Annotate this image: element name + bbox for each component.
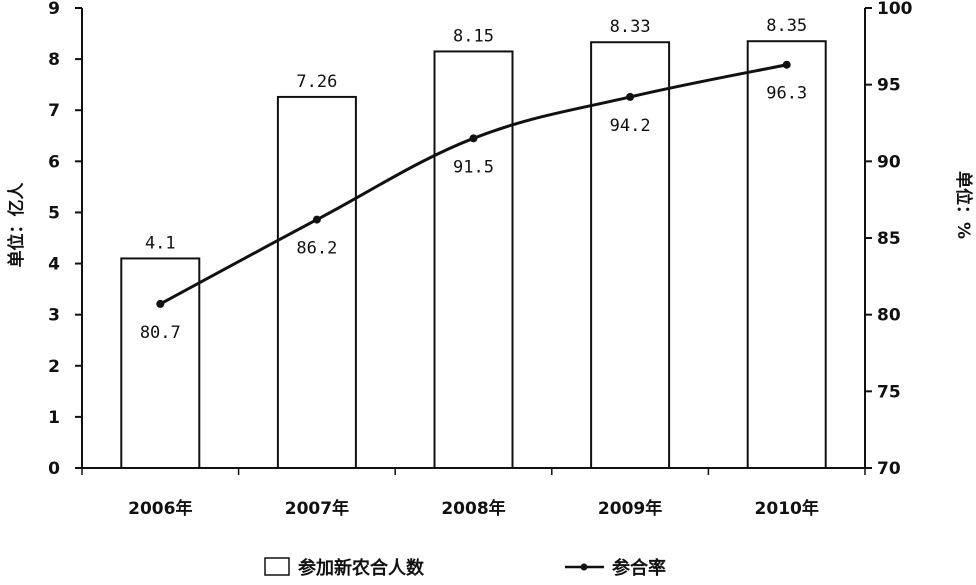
right-axis-tick-label: 70	[877, 459, 901, 479]
left-axis-tick-label: 9	[48, 0, 60, 19]
bar	[120, 257, 201, 470]
legend-line-label: 参合率	[612, 557, 666, 579]
line-point	[782, 60, 791, 69]
bar-data-label: 8.33	[610, 17, 651, 37]
legend-line-marker	[580, 563, 588, 571]
line-data-label: 94.2	[610, 116, 651, 136]
right-axis-tick-label: 90	[877, 152, 901, 172]
x-axis-tick-label: 2010年	[755, 498, 819, 519]
left-axis-tick-label: 0	[48, 459, 60, 479]
bar	[433, 50, 514, 469]
line-data-label: 80.7	[140, 323, 181, 343]
legend-bar-swatch	[264, 557, 290, 576]
bar-data-label: 8.35	[766, 16, 807, 36]
left-axis-tick-label: 4	[48, 255, 60, 275]
line-point	[469, 134, 478, 143]
line-series	[156, 60, 791, 308]
data-labels: 4.1 7.26 8.15 8.33 8.35 80.7 86.2 91.5 94.2 96.3	[140, 16, 807, 343]
bar-data-label: 7.26	[296, 72, 337, 92]
legend: 参加新农合人数 参合率	[264, 557, 666, 579]
line-point	[626, 92, 635, 101]
legend-bar-label: 参加新农合人数	[298, 557, 425, 579]
x-axis-tick-label: 2008年	[441, 498, 505, 519]
right-axis-tick-label: 85	[877, 229, 901, 249]
bar-data-label: 4.1	[145, 233, 176, 253]
x-axis-tick-label: 2006年	[128, 498, 192, 519]
line-point	[312, 215, 321, 224]
bar	[590, 41, 671, 469]
x-axis-tick-label: 2009年	[598, 498, 662, 519]
right-axis-tick-label: 80	[877, 306, 901, 326]
x-axis-tick-label: 2007年	[285, 498, 349, 519]
right-axis-tick-label: 95	[877, 76, 901, 96]
line-data-label: 86.2	[296, 239, 337, 259]
bar-data-label: 8.15	[453, 26, 494, 46]
line-data-label: 91.5	[453, 157, 494, 177]
left-axis-tick-label: 7	[48, 101, 60, 121]
line-point	[156, 299, 165, 308]
line-data-label: 96.3	[766, 84, 807, 104]
right-axis-tick-label: 75	[877, 382, 901, 402]
left-axis-tick-label: 1	[48, 408, 60, 428]
axes: 0 1 2 3 4 5 6 7 8 9 70 75 80 85 90 95 100 2006年 2007年 2008年…	[48, 0, 913, 519]
left-axis-tick-label: 6	[48, 152, 60, 172]
bar	[276, 95, 357, 470]
right-axis-tick-label: 100	[877, 0, 913, 19]
left-axis-tick-label: 5	[48, 203, 60, 223]
left-axis-tick-label: 3	[48, 306, 60, 326]
left-axis-tick-label: 8	[48, 50, 60, 70]
bar-series	[120, 40, 827, 470]
left-axis-title: 单位：亿人	[6, 182, 27, 268]
left-axis-tick-label: 2	[48, 357, 60, 377]
bar	[746, 40, 827, 469]
right-axis-title: 单位：%	[953, 171, 974, 239]
